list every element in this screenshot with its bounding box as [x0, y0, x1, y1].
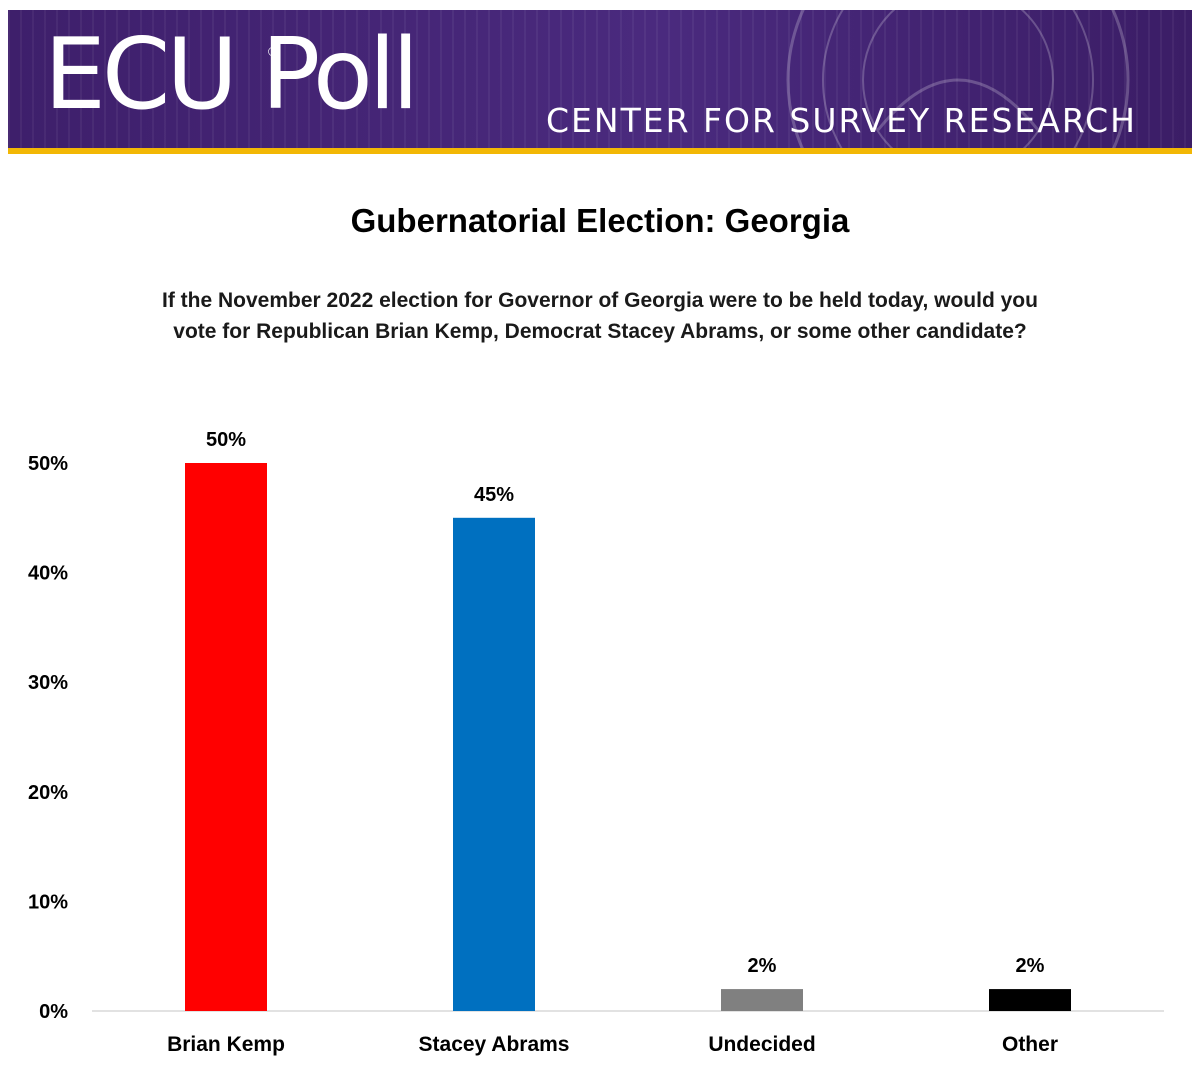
university-seal-icon	[786, 10, 1130, 148]
header-banner: ECU Poll ® CENTER FOR SURVEY RESEARCH	[8, 10, 1192, 148]
y-tick-label: 50%	[28, 453, 68, 475]
category-label: Stacey Abrams	[419, 1033, 570, 1056]
category-label: Other	[1002, 1033, 1058, 1056]
bar	[185, 463, 267, 1011]
gold-divider	[8, 148, 1192, 154]
data-label: 2%	[1016, 955, 1045, 977]
registered-mark: ®	[268, 44, 278, 59]
data-label: 45%	[474, 484, 514, 506]
category-label: Undecided	[708, 1033, 815, 1056]
ecu-poll-logo: ECU Poll	[44, 18, 419, 132]
data-label: 50%	[206, 429, 246, 451]
bar	[989, 989, 1071, 1011]
y-tick-label: 0%	[39, 1001, 68, 1023]
bar	[721, 989, 803, 1011]
y-tick-label: 10%	[28, 891, 68, 913]
chart-subtitle: If the November 2022 election for Govern…	[162, 289, 1038, 343]
bar	[453, 517, 535, 1011]
y-tick-label: 20%	[28, 782, 68, 804]
y-tick-label: 30%	[28, 672, 68, 694]
data-label: 2%	[748, 955, 777, 977]
category-label: Brian Kemp	[167, 1033, 285, 1056]
y-tick-label: 40%	[28, 563, 68, 585]
center-name: CENTER FOR SURVEY RESEARCH	[546, 101, 1137, 140]
chart-title: Gubernatorial Election: Georgia	[350, 202, 850, 239]
